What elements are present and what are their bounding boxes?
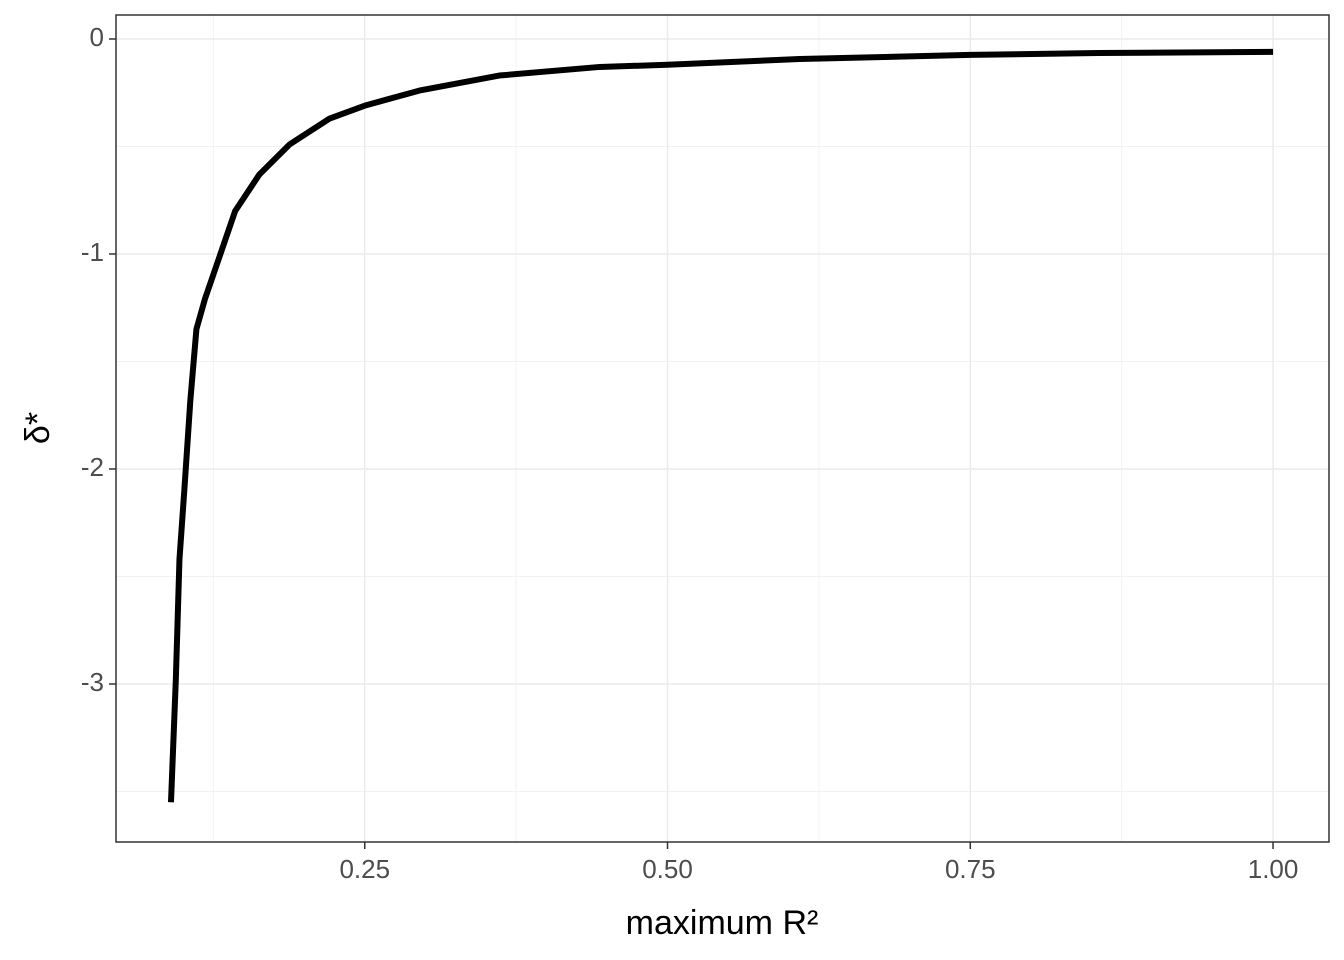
x-axis-title: maximum R² xyxy=(626,904,819,942)
x-tick-label: 0.50 xyxy=(642,854,693,884)
y-tick-label: -3 xyxy=(81,667,104,697)
x-tick-label: 0.75 xyxy=(945,854,996,884)
line xyxy=(167,48,1274,803)
y-tick-label: -1 xyxy=(81,237,104,267)
y-axis-title: δ* xyxy=(19,412,57,444)
panel-border xyxy=(115,14,1330,843)
x-tick-label: 1.00 xyxy=(1248,854,1299,884)
y-tick-label: -2 xyxy=(81,452,104,482)
x-tick-label: 0.25 xyxy=(339,854,390,884)
y-tick-label: 0 xyxy=(90,22,104,52)
